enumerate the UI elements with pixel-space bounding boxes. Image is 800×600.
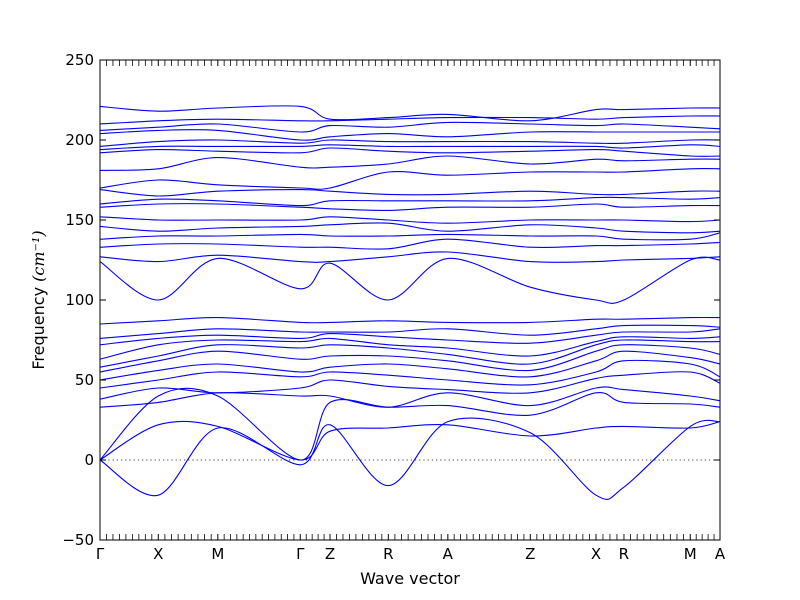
phonon-band-20 bbox=[99, 203, 721, 211]
phonon-band-1 bbox=[99, 417, 721, 500]
x-tick-label: A bbox=[715, 545, 726, 563]
phonon-band-3 bbox=[99, 387, 721, 461]
phonon-band-9 bbox=[99, 339, 721, 368]
phonon-band-24 bbox=[99, 155, 721, 171]
phonon-band-17 bbox=[99, 232, 721, 241]
x-tick-label: R bbox=[383, 545, 393, 563]
y-tick-label: 250 bbox=[65, 51, 94, 69]
x-tick-label: A bbox=[443, 545, 454, 563]
phonon-band-2 bbox=[99, 420, 721, 461]
phonon-band-27 bbox=[99, 139, 721, 147]
phonon-band-30 bbox=[99, 115, 721, 125]
y-axis-label: Frequency (cm⁻¹) bbox=[29, 230, 48, 369]
x-tick-label: M bbox=[211, 545, 224, 563]
phonon-band-13 bbox=[99, 316, 721, 325]
phonon-band-14 bbox=[99, 256, 721, 304]
phonon-band-25 bbox=[99, 147, 721, 157]
y-tick-label: 0 bbox=[84, 451, 94, 469]
x-tick-label: Z bbox=[325, 545, 335, 563]
x-axis-label: Wave vector bbox=[360, 569, 460, 588]
phonon-band-18 bbox=[99, 222, 721, 234]
y-axis-label-text: Frequency bbox=[29, 287, 48, 370]
x-tick-label: Z bbox=[525, 545, 535, 563]
phonon-band-22 bbox=[99, 189, 721, 197]
x-tick-label: Γ bbox=[96, 545, 105, 563]
phonon-band-5 bbox=[99, 371, 721, 400]
y-tick-label: −50 bbox=[62, 531, 94, 549]
y-tick-label: 50 bbox=[75, 371, 94, 389]
phonon-band-19 bbox=[99, 216, 721, 224]
phonon-band-16 bbox=[99, 238, 721, 250]
y-tick-label: 150 bbox=[65, 211, 94, 229]
phonon-band-8 bbox=[99, 344, 721, 373]
phonon-band-21 bbox=[99, 196, 721, 207]
phonon-band-11 bbox=[99, 328, 721, 346]
phonon-band-10 bbox=[99, 336, 721, 360]
y-axis-ticks: −50 0 50 100 150 200 250 bbox=[62, 51, 720, 549]
x-tick-label: Γ bbox=[296, 545, 305, 563]
y-axis-label-unit: (cm⁻¹) bbox=[29, 230, 48, 281]
x-tick-label: M bbox=[684, 545, 697, 563]
y-tick-label: 100 bbox=[65, 291, 94, 309]
phonon-band-7 bbox=[99, 350, 721, 381]
phonon-band-23 bbox=[99, 168, 721, 190]
phonon-band-6 bbox=[99, 359, 721, 389]
phonon-band-26 bbox=[99, 144, 721, 151]
phonon-band-28 bbox=[99, 129, 720, 141]
phonon-band-15 bbox=[99, 251, 721, 263]
phonon-band-12 bbox=[99, 324, 721, 339]
x-tick-label: R bbox=[619, 545, 629, 563]
plot-area bbox=[99, 105, 721, 500]
x-tick-label: X bbox=[591, 545, 601, 563]
phonon-band-29 bbox=[99, 121, 721, 133]
x-tick-label: X bbox=[153, 545, 163, 563]
axes-frame bbox=[99, 59, 721, 541]
phonon-band-31 bbox=[99, 105, 721, 122]
y-tick-label: 200 bbox=[65, 131, 94, 149]
